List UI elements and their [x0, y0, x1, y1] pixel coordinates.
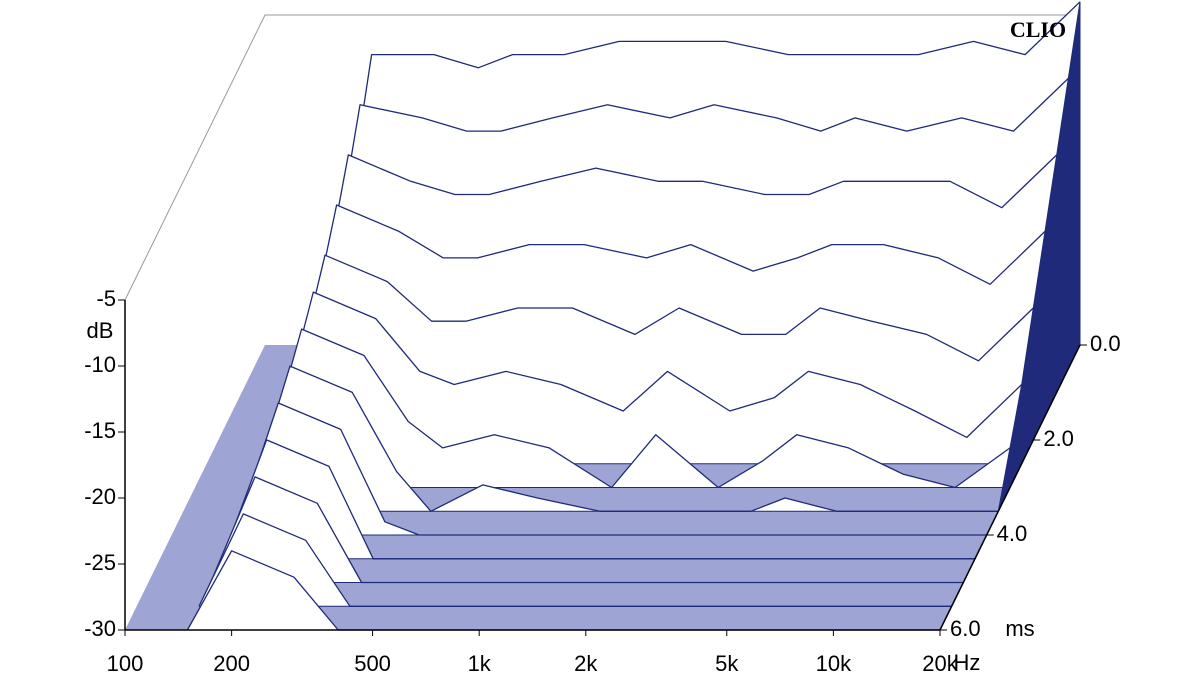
z-tick-label: 0.0 [1090, 331, 1121, 356]
y-tick-label: -20 [84, 484, 116, 509]
decay-slice [221, 439, 975, 560]
x-tick-label: 500 [354, 651, 391, 676]
decay-slice [291, 204, 1046, 417]
x-tick-label: 1k [468, 651, 492, 676]
x-tick-label: 10k [816, 651, 852, 676]
decay-slice [326, 1, 1081, 346]
decay-slice [198, 513, 952, 607]
decay-slice [233, 402, 987, 536]
z-axis [939, 344, 1081, 631]
z-axis-label: ms [1005, 616, 1034, 641]
y-tick-label: -5 [96, 286, 116, 311]
x-axis-label: Hz [954, 650, 981, 675]
x-tick-label: 2k [574, 651, 598, 676]
decay-slice [210, 476, 964, 584]
z-tick-label: 2.0 [1043, 426, 1074, 451]
brand: CLIO [1010, 17, 1066, 42]
y-tick-label: -10 [84, 352, 116, 377]
x-tick-label: 20k [922, 651, 958, 676]
y-axis-label: dB [87, 318, 114, 343]
z-tick-label: 6.0 [950, 616, 981, 641]
y-tick-label: -30 [84, 616, 116, 641]
z-tick-label: 4.0 [997, 521, 1028, 546]
decay-slice [245, 365, 999, 512]
y-tick-label: -25 [84, 550, 116, 575]
decay-slice [268, 291, 1023, 464]
slice-fill [257, 329, 1010, 488]
box-outline [124, 14, 1080, 301]
x-tick-label: 100 [107, 651, 144, 676]
y-tick-label: -15 [84, 418, 116, 443]
x-tick-label: 200 [213, 651, 250, 676]
decay-slice [256, 328, 1011, 489]
slice-fill [269, 292, 1022, 464]
x-tick-label: 5k [715, 651, 739, 676]
decay-slice [303, 154, 1058, 393]
slice-fill [187, 550, 940, 630]
decay-slice [280, 254, 1034, 441]
decay-slice [315, 77, 1069, 369]
